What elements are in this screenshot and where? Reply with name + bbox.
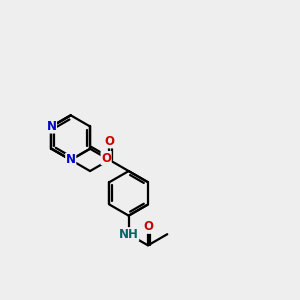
Text: N: N: [66, 153, 76, 167]
Text: O: O: [104, 135, 114, 148]
Text: NH: NH: [119, 228, 139, 241]
Text: N: N: [46, 120, 56, 133]
Text: O: O: [101, 152, 111, 164]
Text: O: O: [143, 220, 153, 233]
